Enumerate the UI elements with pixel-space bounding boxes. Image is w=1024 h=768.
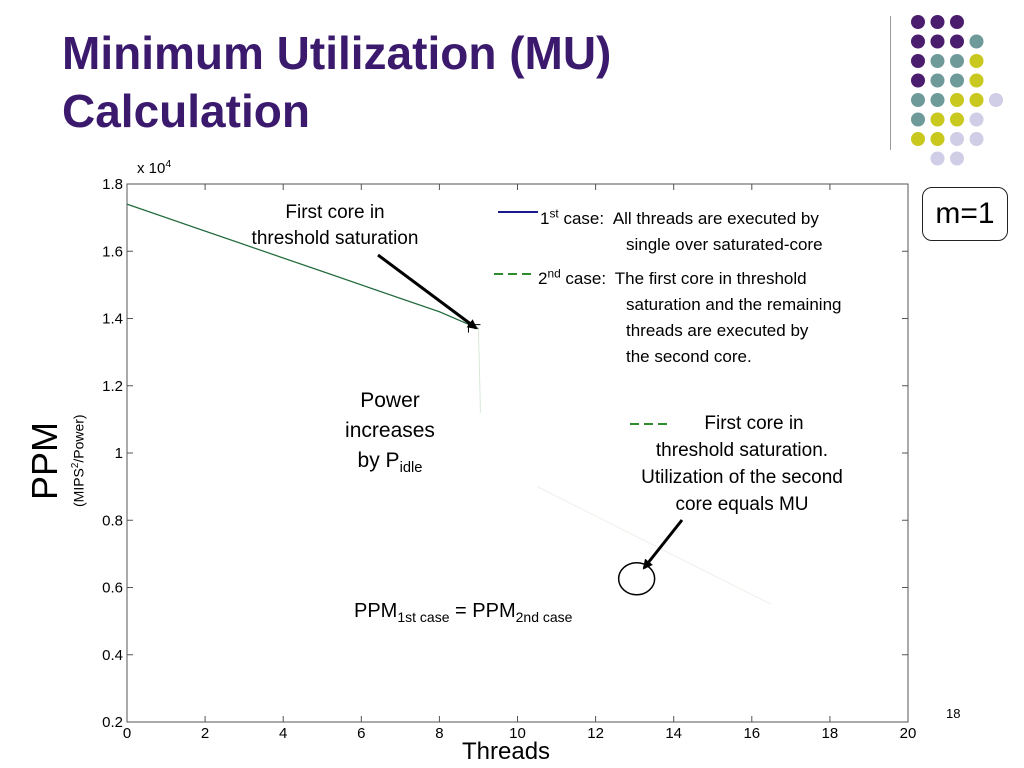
power-line-3: by Pidle: [320, 446, 460, 483]
legend-2-label: 2nd case:: [538, 266, 607, 288]
mu-line-3: Utilization of the second: [641, 467, 843, 488]
y-tick-label: 0.8: [102, 512, 123, 529]
y-exponent-power: 4: [165, 158, 172, 170]
eq-mid: = PPM: [449, 600, 516, 622]
m-value-label: m=1: [935, 197, 995, 230]
x-tick-label: 8: [435, 725, 443, 742]
y-axis-label-units: (MIPS2/Power): [70, 414, 87, 507]
y-units-sup: 2: [70, 462, 81, 469]
eq-left: PPM: [354, 600, 398, 622]
legend-2-text-1: The first core in threshold: [614, 268, 807, 288]
y-tick-label: 0.4: [102, 647, 123, 664]
x-tick-label: 16: [743, 725, 760, 742]
y-units-pre: (MIPS: [70, 468, 87, 507]
x-tick-label: 10: [509, 725, 526, 742]
title-line-1: Minimum Utilization (MU): [62, 27, 612, 79]
legend-2-text-2: saturation and the remaining: [626, 294, 842, 314]
y-exponent-base: x 10: [137, 160, 166, 177]
arrow-to-mu-point: [642, 519, 684, 570]
legend-1-case: case:: [558, 208, 605, 228]
mu-annotation: First core in threshold saturation. Util…: [608, 410, 876, 518]
legend-1-label: 1st case:: [540, 206, 605, 228]
eq-right-sub: 2nd case: [515, 609, 573, 625]
x-tick-label: 14: [665, 725, 682, 742]
mu-line-4: core equals MU: [675, 494, 809, 515]
page-number: 18: [946, 706, 961, 721]
y-tick-label: 1.8: [102, 176, 123, 193]
y-tick-label: 1.2: [102, 378, 123, 395]
legend-1-num: 1: [540, 208, 550, 228]
ppm-equality: PPM1st case = PPM2nd case: [354, 598, 572, 630]
y-units-post: /Power): [70, 414, 87, 463]
first-core-line-1: First core in: [285, 202, 385, 223]
mu-line-2: threshold saturation.: [655, 440, 829, 461]
y-tick-label: 1.6: [102, 243, 123, 260]
arrow-to-threshold: [377, 253, 478, 330]
legend-1-sup: st: [549, 206, 559, 220]
eq-left-sub: 1st case: [397, 609, 450, 625]
legend-case-2: 2nd case: The first core in threshold sa…: [538, 260, 918, 370]
mu-line-1: First core in: [704, 413, 804, 434]
series-line-overlay: [126, 203, 479, 329]
first-core-annotation: First core in threshold saturation: [222, 200, 448, 252]
y-tick-label: 0.6: [102, 580, 123, 597]
power-line-2: increases: [345, 419, 435, 442]
power-line-3-sub: idle: [399, 460, 423, 477]
legend-2-text-4: the second core.: [626, 346, 752, 366]
y-tick-label: 1.4: [102, 311, 123, 328]
legend-1-text-1: All threads are executed by: [612, 208, 819, 228]
slide-title: Minimum Utilization (MU) Calculation: [62, 24, 882, 140]
title-line-2: Calculation: [62, 85, 310, 137]
x-tick-label: 2: [201, 725, 209, 742]
legend-2-case: case:: [560, 268, 607, 288]
x-tick-label: 20: [900, 725, 917, 742]
legend-2-text-3: threads are executed by: [626, 320, 809, 340]
power-line-3-text: by P: [357, 449, 400, 472]
power-increase-annotation: Power increases by Pidle: [320, 386, 460, 483]
title-divider: [890, 16, 891, 150]
y-axis-exponent: x 104: [137, 158, 171, 177]
legend-2-num: 2: [538, 268, 548, 288]
x-tick-label: 4: [279, 725, 287, 742]
x-tick-label: 18: [822, 725, 839, 742]
x-tick-label: 6: [357, 725, 365, 742]
faint-drop-line: [477, 328, 481, 413]
x-tick-label: 12: [587, 725, 604, 742]
first-core-line-2: threshold saturation: [251, 228, 419, 249]
mu-point-circle: [617, 562, 656, 596]
m-value-box: m=1: [922, 187, 1008, 241]
legend-case-1: 1st case: All threads are executed by si…: [540, 200, 900, 258]
x-axis-label: Threads: [462, 738, 551, 765]
faint-second-line: [536, 486, 772, 605]
y-tick-label: 1: [115, 445, 123, 462]
y-axis-label-main: PPM: [24, 421, 65, 500]
power-line-1: Power: [360, 389, 420, 412]
y-tick-label: 0.2: [102, 714, 123, 731]
legend-1-text-2: single over saturated-core: [626, 234, 823, 254]
x-tick-label: 0: [123, 725, 131, 742]
legend-2-sup: nd: [547, 266, 561, 280]
